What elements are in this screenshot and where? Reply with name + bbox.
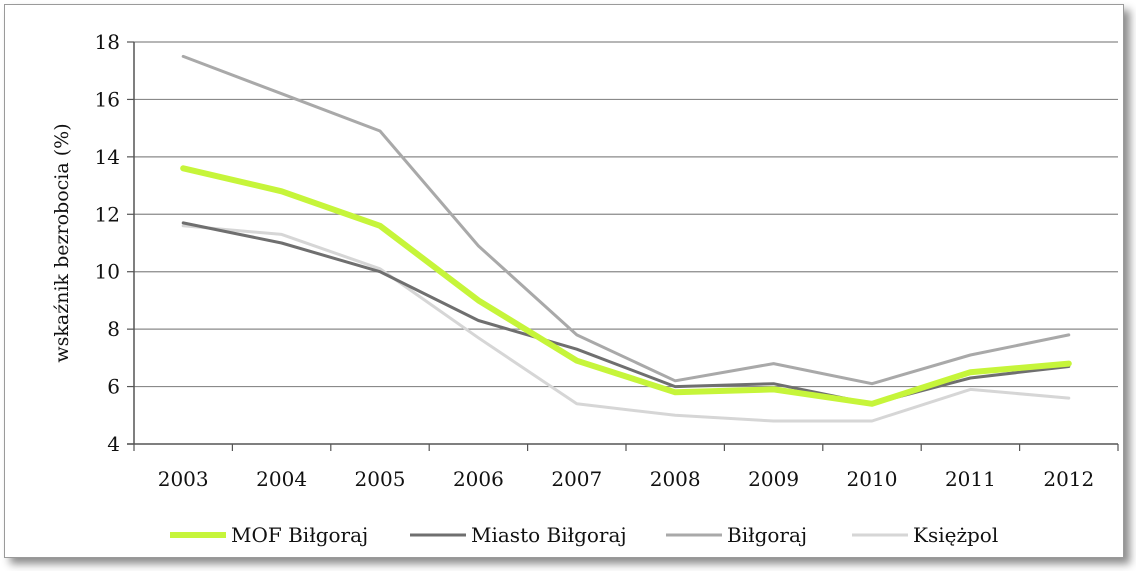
y-tick-label: 8 [107, 317, 120, 341]
series-line-0 [180, 165, 1072, 407]
x-tick-label: 2012 [1043, 467, 1094, 491]
series-line-3 [181, 224, 1071, 423]
x-tick-label: 2011 [945, 467, 996, 491]
y-tick-label: 10 [95, 260, 120, 284]
x-tick-label: 2008 [650, 467, 701, 491]
y-axis-label: wskaźnik bezrobocia (%) [51, 123, 73, 362]
x-tick-label: 2005 [355, 467, 406, 491]
series-lines [180, 54, 1072, 423]
legend-label: MOF Biłgoraj [231, 523, 368, 547]
legend-label: Biłgoraj [727, 523, 807, 547]
y-tick-label: 18 [95, 30, 120, 54]
x-tick-label: 2009 [748, 467, 799, 491]
chart-frame [4, 4, 1124, 558]
y-tick-labels: 4 6 8 10 12 14 16 18 [95, 30, 120, 456]
x-tick-label: 2006 [453, 467, 504, 491]
y-tick-label: 6 [107, 375, 120, 399]
x-tick-label: 2003 [158, 467, 209, 491]
legend: MOF Biłgoraj Miasto Biłgoraj Biłgoraj Księż… [170, 523, 998, 547]
legend-label: Miasto Biłgoraj [471, 523, 627, 547]
y-tick-label: 14 [95, 145, 120, 169]
x-tick-label: 2004 [256, 467, 307, 491]
axes [127, 41, 1119, 451]
y-tick-label: 12 [95, 202, 120, 226]
legend-label: Księżpol [913, 523, 998, 547]
gridlines [134, 41, 1118, 388]
y-tick-label: 4 [107, 432, 120, 456]
x-tick-labels: 2003 2004 2005 2006 2007 2008 2009 2010 2011 2012 [158, 467, 1095, 491]
y-tick-label: 16 [95, 87, 120, 111]
series-line-2 [181, 54, 1071, 386]
x-tick-label: 2010 [847, 467, 898, 491]
x-tick-label: 2007 [551, 467, 602, 491]
